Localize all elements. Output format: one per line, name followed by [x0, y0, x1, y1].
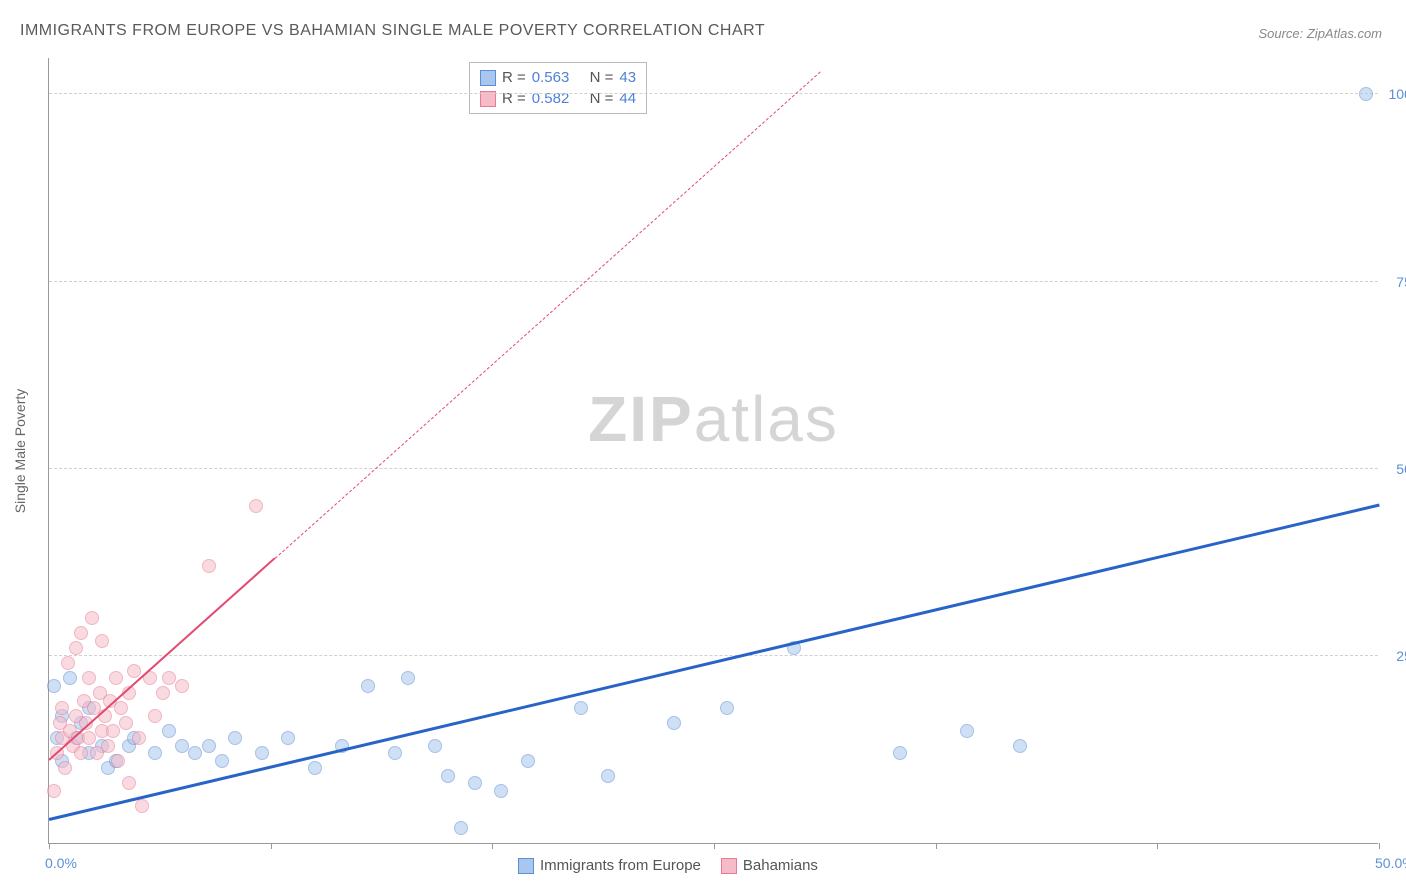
legend-label: Bahamians — [743, 857, 818, 874]
stat-r-value: 0.563 — [532, 69, 570, 86]
plot-region: ZIPatlas R = 0.563 N = 43R = 0.582 N = 4… — [48, 58, 1378, 844]
data-point-europe — [667, 716, 681, 730]
data-point-bahamians — [109, 671, 123, 685]
data-point-europe — [281, 731, 295, 745]
x-tick — [1379, 843, 1380, 849]
data-point-europe — [215, 754, 229, 768]
data-point-europe — [148, 746, 162, 760]
legend-item: Bahamians — [721, 857, 818, 874]
data-point-bahamians — [74, 626, 88, 640]
data-point-europe — [1359, 87, 1373, 101]
data-point-bahamians — [148, 709, 162, 723]
data-point-bahamians — [58, 761, 72, 775]
data-point-bahamians — [202, 559, 216, 573]
x-tick — [271, 843, 272, 849]
data-point-europe — [47, 679, 61, 693]
trend-line — [49, 504, 1380, 821]
x-tick-label: 0.0% — [45, 855, 77, 871]
data-point-bahamians — [69, 641, 83, 655]
bottom-legend: Immigrants from Europe Bahamians — [518, 857, 818, 874]
data-point-bahamians — [127, 664, 141, 678]
y-tick-label: 50.0% — [1396, 461, 1406, 477]
data-point-europe — [454, 821, 468, 835]
data-point-bahamians — [249, 499, 263, 513]
gridline — [49, 281, 1378, 282]
data-point-europe — [202, 739, 216, 753]
data-point-europe — [574, 701, 588, 715]
gridline — [49, 655, 1378, 656]
watermark: ZIPatlas — [588, 382, 839, 456]
x-tick-label: 50.0% — [1375, 855, 1406, 871]
y-tick-label: 75.0% — [1396, 274, 1406, 290]
stat-n-value: 43 — [619, 69, 636, 86]
stat-n-label: N = — [590, 69, 614, 86]
data-point-bahamians — [61, 656, 75, 670]
legend-swatch — [480, 70, 496, 86]
stat-r-label: R = — [502, 69, 526, 86]
data-point-europe — [162, 724, 176, 738]
data-point-bahamians — [132, 731, 146, 745]
data-point-bahamians — [156, 686, 170, 700]
data-point-europe — [521, 754, 535, 768]
data-point-bahamians — [175, 679, 189, 693]
data-point-europe — [428, 739, 442, 753]
data-point-europe — [388, 746, 402, 760]
data-point-europe — [255, 746, 269, 760]
data-point-europe — [720, 701, 734, 715]
data-point-bahamians — [122, 776, 136, 790]
data-point-europe — [1013, 739, 1027, 753]
y-axis-label: Single Male Poverty — [12, 389, 28, 514]
legend-label: Immigrants from Europe — [540, 857, 701, 874]
data-point-europe — [308, 761, 322, 775]
data-point-bahamians — [114, 701, 128, 715]
data-point-bahamians — [74, 746, 88, 760]
stats-row: R = 0.582 N = 44 — [480, 88, 636, 109]
trend-line-dashed — [275, 71, 821, 558]
gridline — [49, 93, 1378, 94]
data-point-europe — [441, 769, 455, 783]
data-point-europe — [228, 731, 242, 745]
data-point-bahamians — [82, 671, 96, 685]
data-point-bahamians — [55, 701, 69, 715]
x-tick — [936, 843, 937, 849]
chart-title: IMMIGRANTS FROM EUROPE VS BAHAMIAN SINGL… — [20, 22, 765, 40]
data-point-europe — [601, 769, 615, 783]
x-tick — [1157, 843, 1158, 849]
data-point-bahamians — [101, 739, 115, 753]
x-tick — [49, 843, 50, 849]
data-point-bahamians — [106, 724, 120, 738]
stats-box: R = 0.563 N = 43R = 0.582 N = 44 — [469, 62, 647, 114]
data-point-europe — [401, 671, 415, 685]
legend-swatch — [518, 858, 534, 874]
y-tick-label: 25.0% — [1396, 648, 1406, 664]
data-point-bahamians — [162, 671, 176, 685]
data-point-bahamians — [111, 754, 125, 768]
chart-area: Single Male Poverty ZIPatlas R = 0.563 N… — [48, 58, 1378, 844]
data-point-bahamians — [85, 611, 99, 625]
source-label: Source: ZipAtlas.com — [1258, 26, 1382, 41]
data-point-bahamians — [95, 634, 109, 648]
data-point-europe — [468, 776, 482, 790]
data-point-bahamians — [135, 799, 149, 813]
data-point-bahamians — [119, 716, 133, 730]
data-point-europe — [188, 746, 202, 760]
x-tick — [714, 843, 715, 849]
data-point-europe — [63, 671, 77, 685]
y-tick-label: 100.0% — [1389, 86, 1406, 102]
data-point-europe — [893, 746, 907, 760]
data-point-europe — [361, 679, 375, 693]
data-point-europe — [960, 724, 974, 738]
x-tick — [492, 843, 493, 849]
stats-row: R = 0.563 N = 43 — [480, 67, 636, 88]
data-point-bahamians — [82, 731, 96, 745]
data-point-europe — [175, 739, 189, 753]
legend-swatch — [721, 858, 737, 874]
data-point-europe — [494, 784, 508, 798]
gridline — [49, 468, 1378, 469]
legend-item: Immigrants from Europe — [518, 857, 701, 874]
data-point-bahamians — [47, 784, 61, 798]
